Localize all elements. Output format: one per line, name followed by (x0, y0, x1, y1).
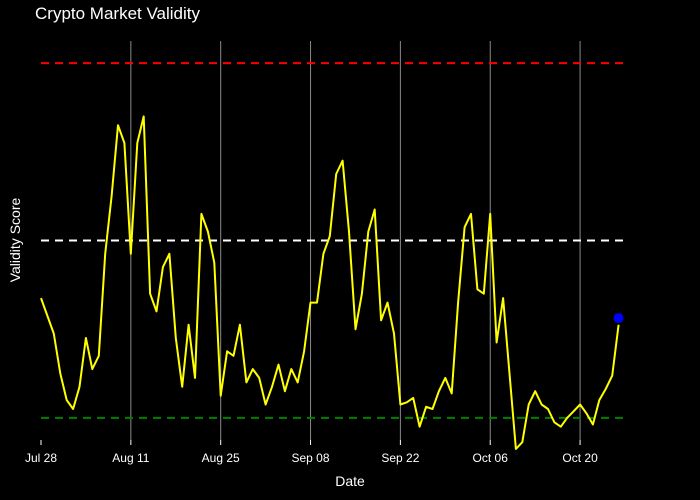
x-tick-label: Oct 20 (562, 451, 598, 465)
x-tick-label: Sep 08 (292, 451, 330, 465)
last-point-marker (613, 313, 624, 324)
x-axis-label: Date (335, 473, 365, 489)
x-tick-label: Oct 06 (473, 451, 509, 465)
x-tick-label: Sep 22 (381, 451, 419, 465)
x-tick-label: Aug 11 (112, 451, 149, 465)
y-axis-label: Validity Score (7, 197, 23, 283)
x-tick-label: Jul 28 (25, 451, 57, 465)
chart-title: Crypto Market Validity (35, 4, 201, 23)
x-tick-label: Aug 25 (202, 451, 240, 465)
series-line (40, 115, 620, 450)
